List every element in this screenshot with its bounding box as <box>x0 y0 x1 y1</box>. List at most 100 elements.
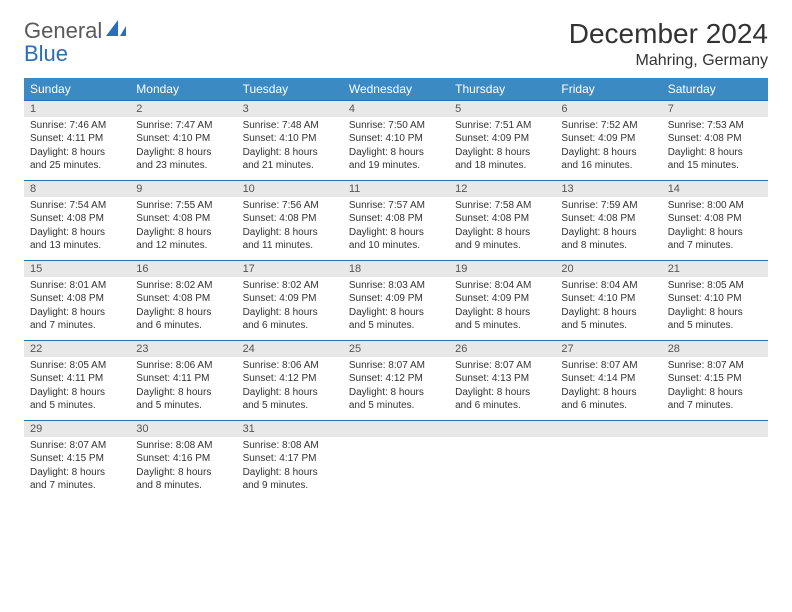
dayhead-wed: Wednesday <box>343 78 449 101</box>
day-content-cell: Sunrise: 8:02 AMSunset: 4:09 PMDaylight:… <box>237 277 343 341</box>
day-number: 11 <box>349 183 360 195</box>
sunrise-text: Sunrise: 8:06 AM <box>243 359 337 373</box>
sunrise-text: Sunrise: 7:58 AM <box>455 199 549 213</box>
day-content-cell: Sunrise: 7:58 AMSunset: 4:08 PMDaylight:… <box>449 197 555 261</box>
day-content-cell: Sunrise: 8:07 AMSunset: 4:14 PMDaylight:… <box>555 357 661 421</box>
day-number-cell: 31 <box>237 421 343 437</box>
sunset-text: Sunset: 4:08 PM <box>30 292 124 306</box>
daylight-text: and 5 minutes. <box>349 319 443 333</box>
sunrise-text: Sunrise: 8:07 AM <box>455 359 549 373</box>
week-daynum-row: 15161718192021 <box>24 261 768 277</box>
day-content-cell: Sunrise: 8:01 AMSunset: 4:08 PMDaylight:… <box>24 277 130 341</box>
sunrise-text: Sunrise: 8:05 AM <box>668 279 762 293</box>
sunrise-text: Sunrise: 8:08 AM <box>136 439 230 453</box>
sunrise-text: Sunrise: 7:53 AM <box>668 119 762 133</box>
day-number: 14 <box>668 183 680 195</box>
day-number-cell: 26 <box>449 341 555 357</box>
daylight-text: and 5 minutes. <box>349 399 443 413</box>
day-number: 20 <box>561 263 573 275</box>
day-number: 4 <box>349 103 355 115</box>
dayhead-sun: Sunday <box>24 78 130 101</box>
daylight-text: Daylight: 8 hours <box>668 306 762 320</box>
daylight-text: and 7 minutes. <box>30 319 124 333</box>
sunset-text: Sunset: 4:10 PM <box>243 132 337 146</box>
sunset-text: Sunset: 4:08 PM <box>136 212 230 226</box>
daylight-text: and 15 minutes. <box>668 159 762 173</box>
sunrise-text: Sunrise: 7:55 AM <box>136 199 230 213</box>
day-content-cell: Sunrise: 8:04 AMSunset: 4:10 PMDaylight:… <box>555 277 661 341</box>
day-content-cell: Sunrise: 7:55 AMSunset: 4:08 PMDaylight:… <box>130 197 236 261</box>
day-content-cell: Sunrise: 7:59 AMSunset: 4:08 PMDaylight:… <box>555 197 661 261</box>
daylight-text: Daylight: 8 hours <box>668 386 762 400</box>
day-number-cell: 19 <box>449 261 555 277</box>
day-number-cell: 18 <box>343 261 449 277</box>
daylight-text: Daylight: 8 hours <box>561 386 655 400</box>
day-number-cell <box>343 421 449 437</box>
sunrise-text: Sunrise: 7:50 AM <box>349 119 443 133</box>
daylight-text: Daylight: 8 hours <box>349 226 443 240</box>
daylight-text: and 10 minutes. <box>349 239 443 253</box>
daylight-text: and 7 minutes. <box>668 399 762 413</box>
sunrise-text: Sunrise: 8:07 AM <box>561 359 655 373</box>
sunrise-text: Sunrise: 7:57 AM <box>349 199 443 213</box>
sunset-text: Sunset: 4:08 PM <box>668 132 762 146</box>
sunset-text: Sunset: 4:09 PM <box>349 292 443 306</box>
day-number-cell: 6 <box>555 101 661 117</box>
day-number: 5 <box>455 103 461 115</box>
daylight-text: Daylight: 8 hours <box>136 306 230 320</box>
daylight-text: and 5 minutes. <box>561 319 655 333</box>
sunrise-text: Sunrise: 8:08 AM <box>243 439 337 453</box>
sunset-text: Sunset: 4:16 PM <box>136 452 230 466</box>
day-number-cell: 4 <box>343 101 449 117</box>
sunset-text: Sunset: 4:17 PM <box>243 452 337 466</box>
daylight-text: Daylight: 8 hours <box>243 146 337 160</box>
daylight-text: and 6 minutes. <box>455 399 549 413</box>
sunset-text: Sunset: 4:13 PM <box>455 372 549 386</box>
daylight-text: and 9 minutes. <box>455 239 549 253</box>
day-number-cell: 14 <box>662 181 768 197</box>
daylight-text: Daylight: 8 hours <box>30 146 124 160</box>
daylight-text: Daylight: 8 hours <box>30 386 124 400</box>
day-content-cell: Sunrise: 8:05 AMSunset: 4:11 PMDaylight:… <box>24 357 130 421</box>
location-label: Mahring, Germany <box>569 52 768 70</box>
day-number-cell: 28 <box>662 341 768 357</box>
dayhead-thu: Thursday <box>449 78 555 101</box>
sunset-text: Sunset: 4:09 PM <box>561 132 655 146</box>
day-content-cell: Sunrise: 7:48 AMSunset: 4:10 PMDaylight:… <box>237 117 343 181</box>
sunset-text: Sunset: 4:10 PM <box>668 292 762 306</box>
daylight-text: Daylight: 8 hours <box>349 146 443 160</box>
day-content-cell: Sunrise: 7:47 AMSunset: 4:10 PMDaylight:… <box>130 117 236 181</box>
day-number: 9 <box>136 183 142 195</box>
day-number-cell: 15 <box>24 261 130 277</box>
daylight-text: and 5 minutes. <box>243 399 337 413</box>
day-number-cell: 2 <box>130 101 236 117</box>
daylight-text: Daylight: 8 hours <box>455 146 549 160</box>
sunrise-text: Sunrise: 7:46 AM <box>30 119 124 133</box>
sunset-text: Sunset: 4:14 PM <box>561 372 655 386</box>
week-content-row: Sunrise: 8:07 AMSunset: 4:15 PMDaylight:… <box>24 437 768 501</box>
day-number: 3 <box>243 103 249 115</box>
day-content-cell: Sunrise: 7:46 AMSunset: 4:11 PMDaylight:… <box>24 117 130 181</box>
daylight-text: and 6 minutes. <box>243 319 337 333</box>
dayhead-tue: Tuesday <box>237 78 343 101</box>
sunrise-text: Sunrise: 8:02 AM <box>243 279 337 293</box>
day-number: 18 <box>349 263 361 275</box>
day-content-cell: Sunrise: 8:00 AMSunset: 4:08 PMDaylight:… <box>662 197 768 261</box>
day-content-cell: Sunrise: 7:57 AMSunset: 4:08 PMDaylight:… <box>343 197 449 261</box>
day-number: 15 <box>30 263 42 275</box>
day-number-cell: 1 <box>24 101 130 117</box>
sunrise-text: Sunrise: 8:03 AM <box>349 279 443 293</box>
dayhead-sat: Saturday <box>662 78 768 101</box>
sunset-text: Sunset: 4:10 PM <box>561 292 655 306</box>
daylight-text: Daylight: 8 hours <box>243 306 337 320</box>
day-number: 22 <box>30 343 42 355</box>
day-number-cell: 12 <box>449 181 555 197</box>
day-content-cell: Sunrise: 8:06 AMSunset: 4:12 PMDaylight:… <box>237 357 343 421</box>
daylight-text: Daylight: 8 hours <box>30 306 124 320</box>
day-number: 1 <box>30 103 36 115</box>
sunrise-text: Sunrise: 7:47 AM <box>136 119 230 133</box>
sunrise-text: Sunrise: 7:56 AM <box>243 199 337 213</box>
day-number-cell: 10 <box>237 181 343 197</box>
daylight-text: and 8 minutes. <box>561 239 655 253</box>
day-content-cell: Sunrise: 7:52 AMSunset: 4:09 PMDaylight:… <box>555 117 661 181</box>
